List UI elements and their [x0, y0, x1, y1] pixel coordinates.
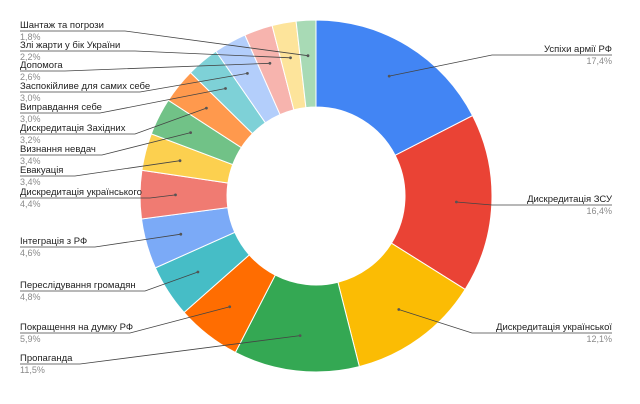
- slice-value-label: 2,6%: [20, 72, 41, 82]
- leader-line: [456, 201, 612, 206]
- slice-label: Переслідування громадян: [20, 280, 136, 291]
- leader-dot: [179, 232, 183, 236]
- slice-value-label: 3,2%: [20, 135, 41, 145]
- leader-line: [20, 160, 181, 177]
- leader-dot: [205, 106, 208, 110]
- leader-line: [20, 306, 230, 334]
- leader-dot: [228, 305, 232, 309]
- slice-value-label: 2,2%: [20, 52, 41, 62]
- leader-dot: [268, 61, 272, 65]
- slice-label: Шантаж та погрози: [20, 20, 104, 31]
- slice-label: Інтеграція з РФ: [20, 236, 87, 247]
- leader-line: [20, 132, 191, 156]
- leader-line: [389, 54, 612, 77]
- leader-line: [20, 88, 226, 114]
- leader-dot: [306, 54, 310, 58]
- leader-dot: [178, 159, 182, 163]
- leader-dot: [189, 131, 193, 135]
- slice-label: Виправдання себе: [20, 102, 102, 113]
- leader-line: [398, 309, 612, 334]
- slice-value-label: 12,1%: [586, 334, 612, 344]
- slice-label: Покращення на думку РФ: [20, 322, 133, 333]
- leader-dot: [196, 270, 200, 274]
- slice-label: Дискредитація українського: [20, 187, 142, 198]
- leader-line: [20, 30, 309, 57]
- slice-value-label: 4,6%: [20, 248, 41, 258]
- leader-dot: [397, 308, 401, 311]
- donut-slice: [390, 114, 493, 291]
- leader-dot: [298, 334, 302, 337]
- slice-value-label: 4,8%: [20, 292, 41, 302]
- leader-dot: [387, 74, 391, 78]
- slice-label: Допомога: [20, 60, 63, 71]
- leader-dot: [289, 56, 292, 60]
- leader-dot: [246, 72, 249, 75]
- slice-label: Дискредитація української: [496, 322, 612, 333]
- slice-label: Дискредитація ЗСУ: [527, 194, 613, 205]
- leader-dot: [455, 200, 458, 204]
- donut-slice: [295, 19, 317, 109]
- slice-label: Пропаганда: [20, 353, 73, 364]
- leader-lines: [20, 30, 612, 365]
- slice-value-label: 3,0%: [20, 114, 41, 124]
- leader-line: [20, 335, 301, 365]
- leader-line: [20, 107, 207, 135]
- slice-value-label: 11,5%: [20, 365, 45, 375]
- slice-value-label: 3,4%: [20, 156, 41, 166]
- leader-line: [20, 233, 181, 248]
- leader-dot: [174, 193, 177, 197]
- slice-label: Заспокійливе для самих себе: [20, 81, 150, 92]
- donut-slices: [139, 19, 493, 373]
- leader-dot: [224, 87, 227, 90]
- leader-line: [20, 73, 248, 93]
- donut-slice: [315, 19, 474, 157]
- slice-label: Успіхи армії РФ: [544, 44, 612, 55]
- slice-label: Злі жарти у бік України: [20, 40, 120, 51]
- slice-value-label: 4,4%: [20, 199, 41, 209]
- slice-value-label: 3,4%: [20, 177, 41, 187]
- slice-label: Дискредитація Західних: [20, 123, 126, 134]
- slice-value-label: 5,9%: [20, 334, 41, 344]
- slice-value-label: 1,8%: [20, 32, 41, 42]
- leader-line: [20, 62, 270, 72]
- slice-value-label: 16,4%: [586, 206, 612, 216]
- slice-label: Евакуація: [20, 165, 63, 176]
- slice-value-label: 17,4%: [586, 56, 612, 66]
- leader-line: [20, 50, 291, 59]
- slice-label: Визнання невдач: [20, 144, 96, 155]
- leader-line: [20, 194, 176, 199]
- leader-line: [20, 271, 199, 292]
- slice-value-label: 3,0%: [20, 93, 41, 103]
